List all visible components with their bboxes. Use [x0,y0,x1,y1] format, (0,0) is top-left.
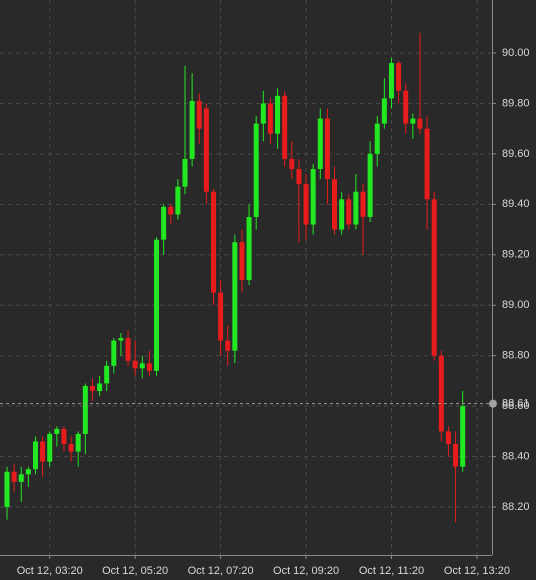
last-price-marker [489,399,497,408]
candle-body [374,123,380,154]
candle-body [40,441,46,462]
candle-body [367,153,373,217]
candle-body [203,108,209,192]
y-tick-label: 89.00 [502,299,530,311]
candle-body [246,216,252,281]
candle-body [453,444,459,467]
y-tick-label: 90.00 [502,47,530,59]
candle-body [61,428,67,444]
candle-body [161,206,167,240]
candle-body [253,123,259,217]
candle-body [25,469,31,475]
candle-body [445,431,451,444]
x-tick-label: Oct 12, 13:20 [444,565,510,577]
y-tick-label: 88.80 [502,350,530,362]
candle-body [438,355,444,432]
candle-body [381,98,387,124]
candle-body [210,191,216,293]
candle-body [431,199,437,356]
x-tick-label: Oct 12, 05:20 [102,565,168,577]
candle-body [396,63,402,91]
candle-body [339,199,345,230]
candle-body [410,118,416,124]
candle-body [175,186,181,215]
candle-body [225,340,231,351]
x-tick-label: Oct 12, 07:20 [188,565,254,577]
x-tick-label: Oct 12, 09:20 [273,565,339,577]
candle-body [89,385,95,392]
candle-body [296,169,302,185]
last-price-label: 88.61 [502,398,530,410]
candle-body [11,471,17,482]
candle-body [168,206,174,215]
candle-body [317,118,323,170]
candle-body [417,118,423,129]
candle-body [324,118,330,180]
candle-body [260,103,266,124]
candle-body [97,383,103,392]
candle-body [182,158,188,187]
candle-body [146,363,152,371]
y-tick-label: 89.40 [502,198,530,210]
candle-body [196,100,202,129]
candle-body [353,191,359,225]
candle-body [303,184,309,225]
candle-body [82,385,88,434]
candle-body [460,406,466,467]
candle-body [267,103,273,134]
candle-body [4,471,10,508]
candle-body [346,199,352,225]
candle-body [104,365,110,384]
x-tick-label: Oct 12, 11:20 [359,565,424,577]
y-tick-label: 88.20 [502,501,530,513]
y-tick-label: 89.80 [502,97,530,109]
candle-body [111,340,117,366]
candle-body [68,444,74,452]
candle-body [132,360,138,369]
candle-body [310,169,316,225]
candle-body [282,95,288,159]
candle-body [154,239,160,371]
candle-body [189,100,195,159]
candle-body [32,441,38,470]
candle-body [47,433,53,462]
y-tick-label: 89.20 [502,249,530,261]
candle-body [332,179,338,230]
candle-body [232,242,238,351]
candle-body [239,242,245,281]
y-tick-label: 88.60 [502,400,530,412]
candle-body [218,292,224,341]
candle-body [424,128,430,200]
candle-body [118,338,124,341]
candle-body [125,338,131,361]
candle-body [54,428,60,434]
candle-body [289,158,295,170]
y-tick-label: 89.60 [502,148,530,160]
x-tick-label: Oct 12, 03:20 [17,565,83,577]
candle-body [360,191,366,217]
candle-body [388,63,394,99]
candle-body [275,95,281,134]
candle-body [403,90,409,124]
candle-body [139,363,145,369]
y-tick-label: 88.40 [502,451,530,463]
candle-body [18,474,24,482]
candle-body [75,433,81,452]
